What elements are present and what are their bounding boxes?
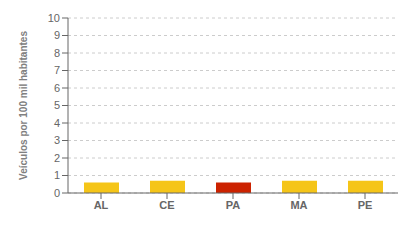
- svg-text:0: 0: [54, 187, 60, 199]
- svg-text:PE: PE: [358, 199, 373, 211]
- svg-text:MA: MA: [290, 199, 307, 211]
- svg-text:9: 9: [54, 29, 60, 41]
- svg-text:AL: AL: [94, 199, 109, 211]
- svg-text:6: 6: [54, 82, 60, 94]
- svg-text:7: 7: [54, 64, 60, 76]
- svg-text:8: 8: [54, 47, 60, 59]
- svg-text:4: 4: [54, 117, 60, 129]
- svg-text:5: 5: [54, 99, 60, 111]
- svg-text:Veículos por 100 mil habitante: Veículos por 100 mil habitantes: [18, 31, 29, 180]
- svg-text:2: 2: [54, 152, 60, 164]
- svg-text:3: 3: [54, 134, 60, 146]
- svg-text:CE: CE: [159, 199, 174, 211]
- svg-text:10: 10: [48, 12, 60, 24]
- svg-text:PA: PA: [226, 199, 241, 211]
- svg-text:1: 1: [54, 169, 60, 181]
